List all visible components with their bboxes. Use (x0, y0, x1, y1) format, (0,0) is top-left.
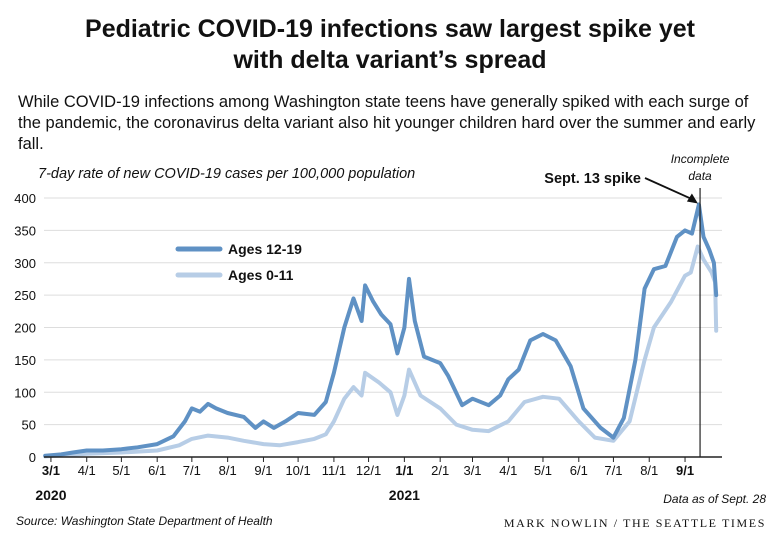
credit-line: MARK NOWLIN / THE SEATTLE TIMES (503, 516, 766, 530)
x-tick-label: 6/1 (148, 463, 166, 478)
x-tick-label: 1/1 (395, 463, 413, 478)
y-tick-label: 0 (29, 450, 36, 465)
spike-pointer-arrowhead (686, 193, 698, 204)
y-tick-label: 50 (22, 418, 36, 433)
title-line-1: Pediatric COVID-19 infections saw larges… (85, 15, 695, 43)
incomplete-label-line-1: Incomplete (671, 152, 730, 166)
data-as-of-note: Data as of Sept. 28 (663, 492, 766, 506)
x-tick-label: 8/1 (640, 463, 658, 478)
x-tick-label: 3/1 (463, 463, 481, 478)
chart-title: Pediatric COVID-19 infections saw larges… (0, 14, 780, 76)
y-tick-label: 150 (14, 353, 36, 368)
chart-subtitle: While COVID-19 infections among Washingt… (18, 93, 756, 153)
y-axis-label: 7-day rate of new COVID-19 cases per 100… (38, 166, 416, 182)
series-line-ages-0-11 (43, 244, 719, 459)
y-tick-label: 250 (14, 288, 36, 303)
y-tick-label: 300 (14, 256, 36, 271)
x-tick-label: 8/1 (219, 463, 237, 478)
x-tick-label: 10/1 (285, 463, 310, 478)
x-tick-label: 7/1 (604, 463, 622, 478)
y-tick-label: 400 (14, 191, 36, 206)
x-tick-label: 9/1 (676, 463, 694, 478)
x-tick-label: 2/1 (431, 463, 449, 478)
legend-label: Ages 0-11 (228, 267, 294, 283)
x-tick-label: 4/1 (78, 463, 96, 478)
x-tick-label: 6/1 (570, 463, 588, 478)
x-tick-label: 5/1 (534, 463, 552, 478)
spike-label: Sept. 13 spike (544, 171, 641, 187)
legend-label: Ages 12-19 (228, 241, 302, 257)
spike-pointer-line (644, 177, 696, 202)
source-note: Source: Washington State Department of H… (16, 514, 273, 528)
x-tick-label: 7/1 (183, 463, 201, 478)
x-tick-label: 12/1 (356, 463, 381, 478)
year-label: 2021 (389, 487, 420, 503)
x-tick-label: 3/1 (42, 463, 60, 478)
incomplete-label-line-2: data (688, 169, 712, 183)
x-tick-label: 5/1 (112, 463, 130, 478)
x-tick-label: 4/1 (499, 463, 517, 478)
y-tick-label: 100 (14, 385, 36, 400)
x-tick-label: 9/1 (254, 463, 272, 478)
y-tick-label: 200 (14, 321, 36, 336)
title-line-2: with delta variant’s spread (233, 46, 547, 74)
year-label: 2020 (35, 487, 66, 503)
x-tick-label: 11/1 (322, 463, 346, 478)
y-tick-label: 350 (14, 223, 36, 238)
series-line-ages-12-19 (43, 202, 719, 458)
